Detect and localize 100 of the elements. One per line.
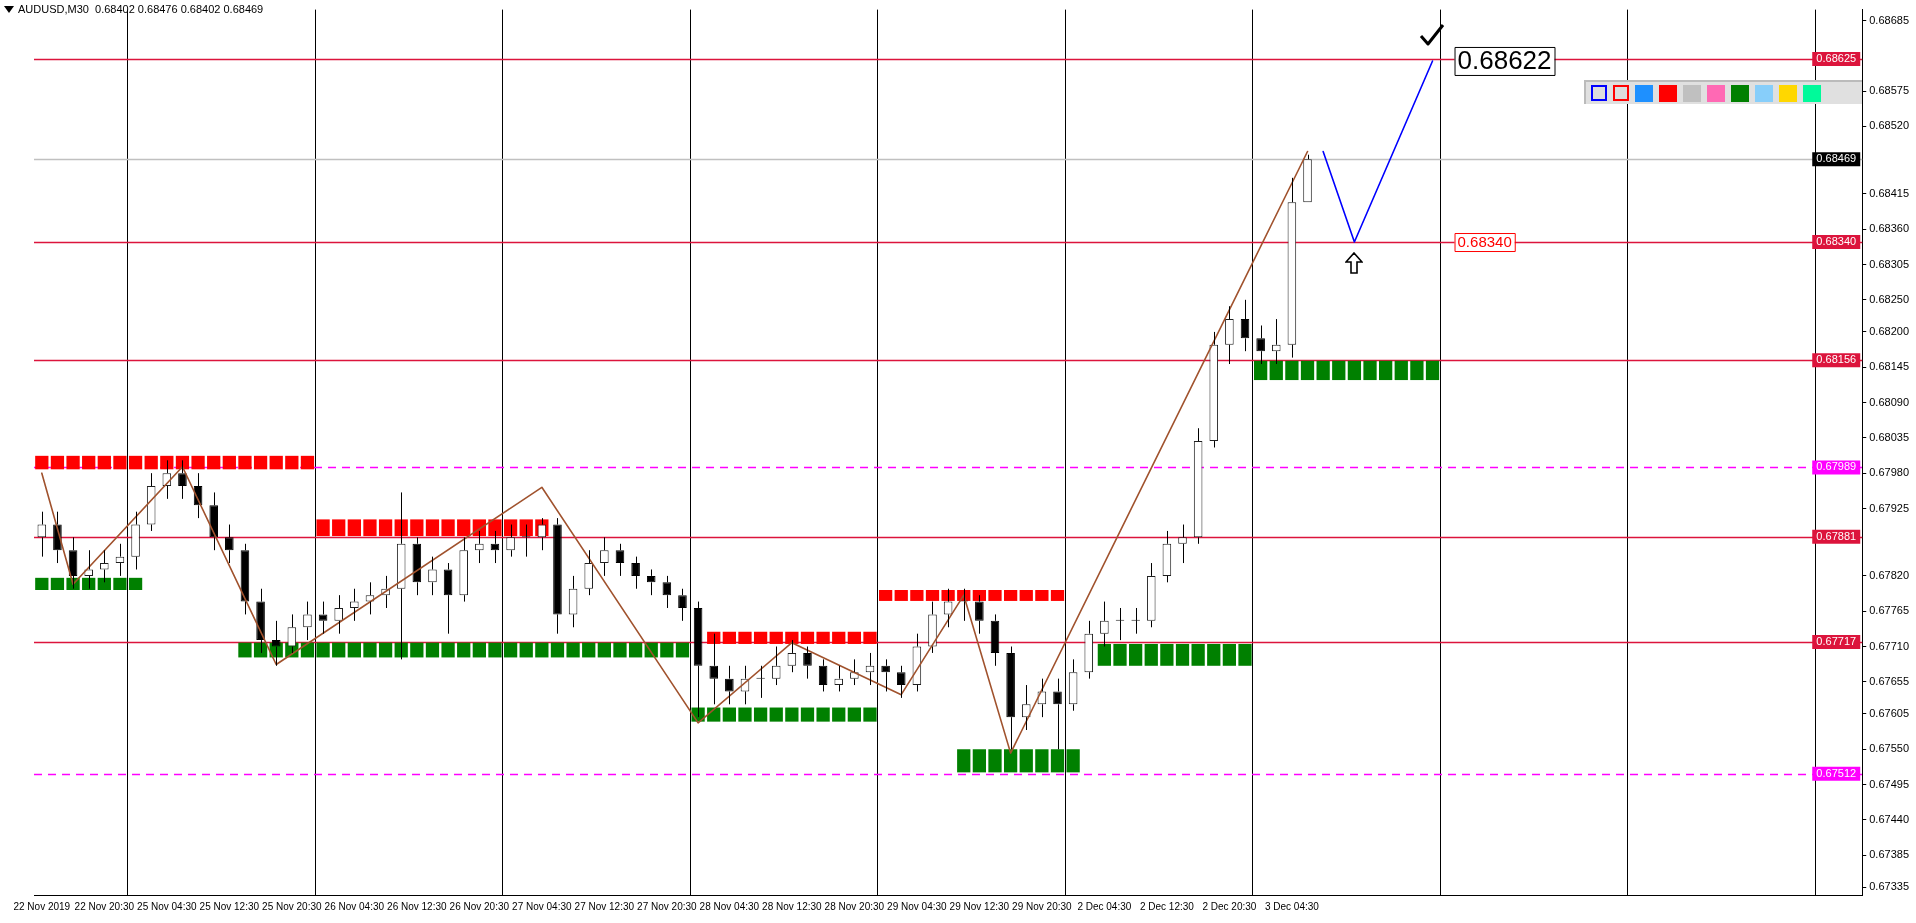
y-tick-label: 0.67765	[1869, 604, 1909, 617]
bar	[1332, 360, 1346, 381]
x-tick-label: 26 Nov 04:30	[324, 900, 385, 912]
candlestick	[459, 536, 469, 603]
bar	[207, 455, 221, 470]
bar	[1066, 749, 1080, 773]
bar	[1019, 590, 1033, 601]
bar	[35, 577, 49, 591]
bar	[832, 631, 846, 644]
bar	[972, 749, 987, 773]
candlestick	[1053, 678, 1062, 750]
x-tick-label: 25 Nov 04:30	[137, 900, 197, 912]
bar	[816, 707, 830, 722]
bar	[660, 642, 674, 658]
bar	[269, 455, 283, 470]
x-tick-label: 29 Nov 04:30	[887, 900, 948, 912]
candlestick	[318, 601, 328, 635]
bar	[1207, 643, 1221, 666]
ref-line-label: 0.67989	[1816, 460, 1857, 473]
bar	[1363, 360, 1377, 381]
y-tick-label: 0.68090	[1869, 395, 1909, 408]
candlestick	[1006, 646, 1015, 750]
bar	[113, 577, 127, 591]
bar	[628, 642, 643, 658]
candlestick	[1162, 530, 1172, 583]
candlestick	[1068, 658, 1078, 712]
ref-line-label: 0.68625	[1816, 52, 1857, 65]
bar	[847, 707, 861, 722]
candlestick	[584, 549, 594, 596]
chart-title: AUDUSD,M30 0.68402 0.68476 0.68402 0.68469	[18, 3, 264, 16]
x-tick-label: 25 Nov 12:30	[199, 900, 260, 912]
bar	[238, 455, 252, 470]
annotation: 0.68340	[1457, 233, 1512, 251]
x-tick-label: 2 Dec 12:30	[1139, 900, 1195, 912]
bar	[113, 455, 127, 470]
x-tick-label: 26 Nov 12:30	[387, 900, 448, 912]
bar	[988, 590, 1002, 601]
bar	[472, 642, 486, 658]
candlestick	[975, 594, 984, 635]
x-tick-label: 25 Nov 20:30	[262, 900, 322, 912]
bar	[50, 577, 65, 591]
bar	[410, 642, 424, 658]
bar	[785, 631, 799, 644]
candlestick	[1084, 620, 1094, 680]
x-tick-label: 27 Nov 12:30	[574, 900, 635, 912]
candlestick	[553, 517, 562, 635]
ref-line-label: 0.67512	[1816, 766, 1857, 779]
bar	[97, 577, 111, 591]
bar	[519, 519, 533, 537]
bar	[503, 642, 518, 658]
bar	[582, 642, 596, 658]
x-tick-label: 26 Nov 20:30	[449, 900, 510, 912]
y-tick-label: 0.67385	[1869, 848, 1909, 861]
bar	[1410, 360, 1424, 381]
bar	[1191, 643, 1205, 666]
x-tick-label: 22 Nov 2019	[13, 900, 71, 912]
bar	[1128, 643, 1143, 666]
bar	[441, 519, 455, 537]
bar	[722, 707, 736, 722]
bar	[1144, 643, 1158, 666]
bar	[722, 631, 736, 644]
bar	[238, 642, 252, 658]
candlestick	[662, 575, 672, 609]
bar	[1347, 360, 1362, 381]
bar	[253, 455, 268, 470]
bar	[910, 590, 924, 601]
candlestick	[881, 658, 890, 692]
bar	[1003, 590, 1018, 601]
candlestick	[1288, 177, 1296, 359]
bar	[816, 631, 830, 644]
bar	[925, 590, 940, 601]
candlestick	[1146, 562, 1156, 628]
bar	[1113, 643, 1127, 666]
candlestick	[1225, 305, 1234, 365]
y-tick-label: 0.68415	[1869, 186, 1909, 199]
bar	[800, 631, 815, 644]
bar	[738, 707, 752, 722]
bar	[738, 631, 752, 644]
bar	[894, 590, 908, 601]
candlestick	[990, 613, 1000, 667]
candlestick	[209, 491, 218, 551]
x-tick-label: 28 Nov 20:30	[824, 900, 885, 912]
x-tick-label: 27 Nov 20:30	[637, 900, 698, 912]
y-tick-label: 0.67925	[1869, 501, 1909, 514]
bar	[1035, 749, 1049, 773]
y-tick-label: 0.67440	[1869, 812, 1909, 825]
candlestick	[1209, 331, 1219, 448]
bar	[1222, 643, 1237, 666]
bar	[378, 519, 393, 537]
y-tick-label: 0.68305	[1869, 257, 1909, 270]
ref-line-label: 0.68469	[1816, 152, 1857, 165]
y-tick-label: 0.67495	[1869, 777, 1909, 790]
x-tick-label: 29 Nov 12:30	[949, 900, 1010, 912]
bar	[769, 707, 783, 722]
bar	[566, 642, 580, 658]
bar	[1019, 749, 1033, 773]
bar	[550, 642, 565, 658]
bar	[35, 455, 49, 470]
bar	[332, 519, 346, 537]
bar	[300, 455, 315, 470]
